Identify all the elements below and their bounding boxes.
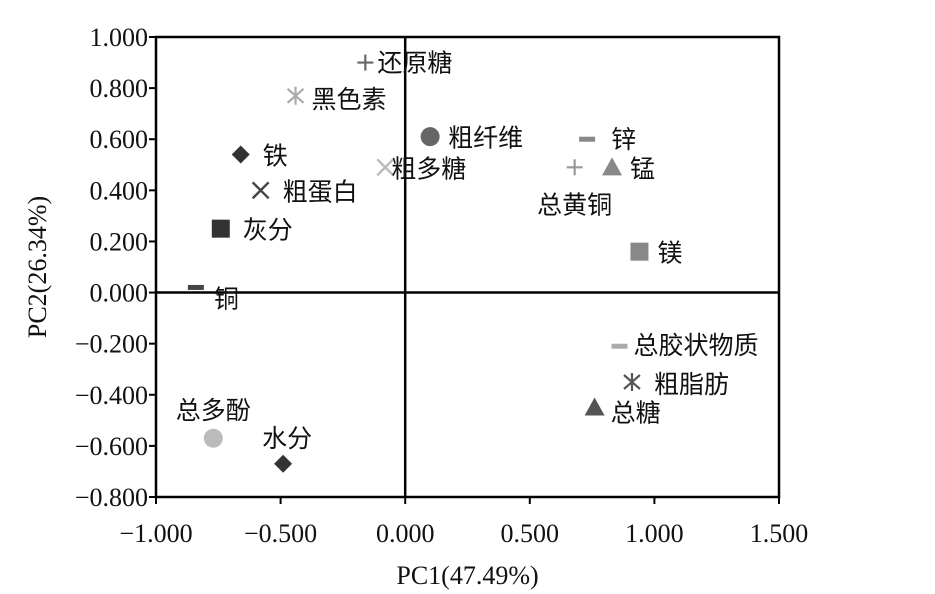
point-label: 还原糖 (377, 49, 452, 78)
point-label: 总糖 (611, 399, 661, 428)
point-label: 锰 (630, 154, 655, 183)
point-label: 铁 (263, 142, 288, 171)
point-marker-diamond (231, 145, 250, 164)
x-axis-ticks: −1.000 −0.500 0.000 0.500 1.000 1.500 (119, 497, 808, 548)
y-tick-label: 0.400 (90, 176, 149, 205)
point-label: 黑色素 (312, 85, 387, 114)
quadrant-lines (156, 37, 779, 497)
point-marker-plus (357, 54, 374, 71)
y-tick-label: −0.600 (75, 432, 148, 461)
x-tick-label: 0.000 (376, 519, 435, 548)
y-tick-label: 1.000 (90, 23, 149, 52)
y-tick-label: −0.800 (75, 483, 148, 512)
point-label: 总黄铜 (537, 190, 612, 219)
y-tick-label: 0.800 (90, 74, 149, 103)
point-marker-circle (203, 428, 223, 448)
y-axis-ticks: 1.000 0.800 0.600 0.400 0.200 0.000 −0.200 −0.4… (75, 23, 156, 512)
plot-frame (154, 35, 781, 499)
point-label: 灰分 (243, 216, 293, 245)
point-marker-plus (566, 159, 583, 176)
point-marker-square (211, 219, 230, 238)
y-axis-title: PC2(26.34%) (23, 196, 52, 338)
point-label: 粗蛋白 (283, 177, 358, 206)
point-marker-x (251, 181, 270, 200)
scatter-points (187, 54, 649, 473)
point-marker-diamond (274, 454, 293, 473)
point-label: 总多酚 (176, 396, 251, 425)
y-tick-label: −0.200 (75, 330, 148, 359)
x-tick-label: −1.000 (119, 519, 192, 548)
point-marker-asterisk (286, 86, 305, 105)
point-marker-dash (579, 136, 596, 142)
y-tick-label: 0.200 (90, 227, 149, 256)
x-axis-title: PC1(47.49%) (396, 561, 538, 590)
y-tick-label: −0.400 (75, 381, 148, 410)
point-marker-circle (420, 127, 440, 147)
x-tick-label: 1.000 (625, 519, 684, 548)
y-tick-label: 0.600 (90, 125, 149, 154)
point-marker-triangle (602, 157, 623, 176)
point-label: 锌 (611, 125, 636, 154)
point-marker-asterisk (623, 373, 641, 391)
point-label: 镁 (657, 239, 682, 268)
point-label: 粗纤维 (448, 124, 523, 153)
plot-border (154, 35, 781, 499)
point-label: 水分 (262, 424, 312, 453)
point-marker-triangle (584, 397, 605, 416)
point-label: 总胶状物质 (634, 331, 759, 360)
point-marker-dash (611, 343, 628, 349)
x-tick-label: 0.500 (501, 519, 560, 548)
point-marker-dash (187, 284, 204, 290)
y-tick-label: 0.000 (90, 279, 149, 308)
point-label: 粗脂肪 (654, 370, 729, 399)
point-marker-x (376, 158, 395, 177)
point-label: 粗多糖 (391, 154, 466, 183)
x-tick-label: 1.500 (750, 519, 809, 548)
point-marker-square (630, 242, 649, 261)
point-label: 铜 (214, 284, 239, 313)
x-tick-label: −0.500 (244, 519, 317, 548)
